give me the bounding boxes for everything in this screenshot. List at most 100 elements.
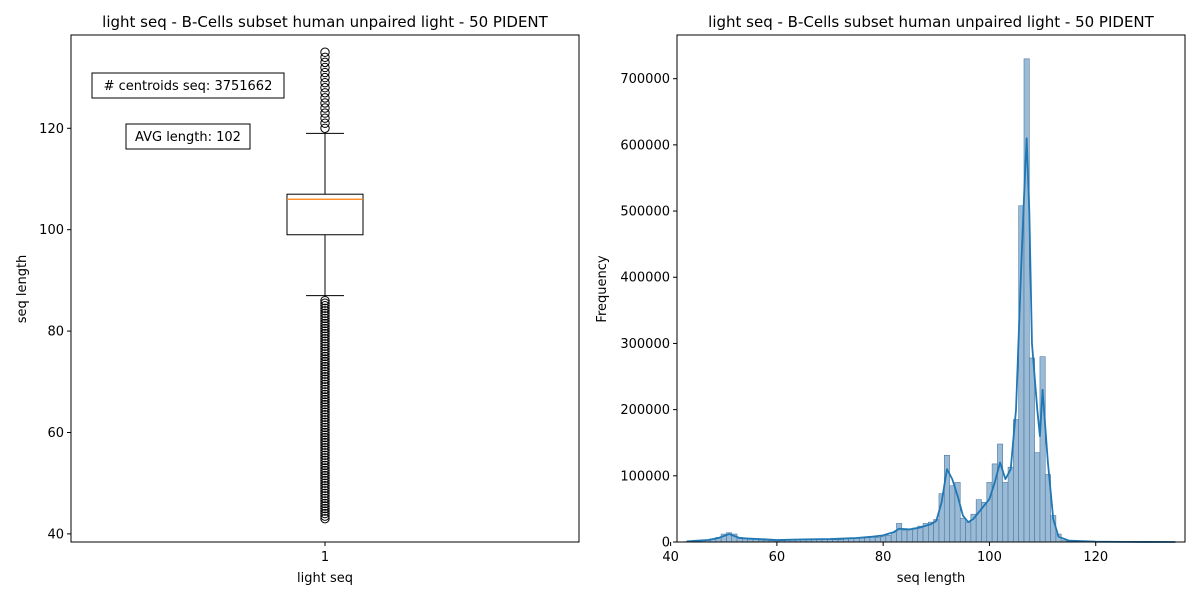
boxplot-outlier-high <box>320 67 330 78</box>
boxplot-outlier-low <box>320 455 330 466</box>
boxplot-outlier-low <box>320 465 330 476</box>
boxplot-plot-area <box>286 47 364 524</box>
histogram-bar <box>885 535 892 543</box>
boxplot-outlier-low <box>320 301 330 311</box>
boxplot-outlier-low <box>320 460 330 471</box>
annotation-centroids-text: # centroids seq: 3751662 <box>104 79 273 94</box>
boxplot-outlier-low <box>320 356 330 367</box>
boxplot-outlier-low <box>320 450 330 461</box>
histogram-y-tick-label: 500000 <box>620 205 670 220</box>
boxplot-y-tick-label: 120 <box>39 122 64 137</box>
boxplot-outlier-high <box>320 108 330 118</box>
boxplot-outlier-low <box>320 331 330 341</box>
histogram-bar <box>1039 356 1046 543</box>
boxplot-y-tick-label: 80 <box>47 325 64 340</box>
boxplot-outlier-high <box>320 88 330 98</box>
histogram-axes-frame <box>676 34 1186 543</box>
boxplot-outlier-low <box>320 402 330 412</box>
boxplot-outlier-high <box>320 123 330 133</box>
boxplot-outlier-low <box>320 493 330 504</box>
histogram-bar <box>1002 482 1009 543</box>
boxplot-outlier-high <box>320 98 330 108</box>
boxplot-outlier-low <box>320 349 330 359</box>
boxplot-outlier-low <box>320 382 330 392</box>
histogram-x-ticks: 40 60 80 100 120 <box>662 542 1108 565</box>
boxplot-outlier-low <box>320 359 330 369</box>
boxplot-box <box>286 193 364 236</box>
boxplot-outlier-high <box>320 118 330 128</box>
boxplot-outlier-low <box>320 417 330 428</box>
boxplot-outlier-low <box>320 344 330 354</box>
histogram-kde-line <box>686 137 1176 543</box>
histogram-x-tick-label: 80 <box>875 550 892 565</box>
boxplot-outlier-low <box>320 318 330 329</box>
boxplot-outlier-low <box>320 308 330 319</box>
boxplot-outlier-low <box>320 410 330 420</box>
boxplot-outlier-low <box>320 374 330 384</box>
histogram-bar <box>1034 452 1041 543</box>
boxplot-y-tick-label: 40 <box>47 527 64 542</box>
boxplot-outlier-low <box>320 496 330 506</box>
boxplot-outlier-low <box>320 399 330 410</box>
histogram-y-tick-label: 200000 <box>620 403 670 418</box>
boxplot-x-tick-label: 1 <box>321 550 329 565</box>
histogram-bar <box>880 536 887 543</box>
boxplot-outlier-high <box>320 93 330 103</box>
boxplot-outlier-low <box>320 346 330 357</box>
histogram-bar <box>997 443 1004 543</box>
histogram-bar <box>896 523 903 543</box>
histogram-x-tick-label: 40 <box>662 550 679 565</box>
boxplot-outlier-low <box>320 298 330 308</box>
histogram-bar <box>1007 466 1014 543</box>
boxplot-outlier-high <box>320 77 330 88</box>
histogram-y-tick-label: 700000 <box>620 72 670 87</box>
histogram-bar <box>1029 357 1035 543</box>
boxplot-outlier-high <box>320 83 330 93</box>
boxplot-outlier-low <box>320 501 330 511</box>
boxplot-outlier-low <box>320 478 330 488</box>
boxplot-outlier-low <box>320 513 330 524</box>
boxplot-outlier-low <box>320 481 330 491</box>
boxplot-outlier-low <box>320 448 330 458</box>
annotation-centroids-box <box>91 72 285 99</box>
boxplot-outlier-low <box>320 377 330 387</box>
boxplot-outlier-low <box>320 498 330 509</box>
boxplot-x-axis-label: light seq <box>297 571 353 586</box>
boxplot-y-axis-label: seq length <box>15 255 30 324</box>
histogram-bar <box>959 517 966 543</box>
boxplot-outlier-low <box>320 369 330 379</box>
boxplot-outlier-low <box>320 354 330 364</box>
boxplot-outlier-low <box>320 427 330 438</box>
boxplot-outlier-low <box>320 379 330 390</box>
boxplot-outlier-low <box>320 445 330 455</box>
boxplot-outlier-low <box>320 389 330 400</box>
boxplot-outlier-low <box>320 453 330 463</box>
boxplot-outlier-low <box>320 394 330 405</box>
annotation-avg-length-text: AVG length: 102 <box>135 130 241 145</box>
boxplot-outlier-low <box>320 295 330 306</box>
boxplot-outlier-low <box>320 366 330 377</box>
boxplot-outlier-low <box>320 364 330 374</box>
boxplot-title: light seq - B-Cells subset human unpaire… <box>102 13 548 31</box>
histogram-y-tick-label: 400000 <box>620 271 670 286</box>
boxplot-outlier-low <box>320 435 330 445</box>
boxplot-outlier-high <box>320 72 330 83</box>
histogram-y-tick-label: 0 <box>662 536 670 551</box>
histogram-bar <box>1023 58 1030 543</box>
histogram-bar <box>912 527 919 543</box>
histogram-bar <box>975 499 982 543</box>
boxplot-outlier-low <box>320 442 330 453</box>
histogram-x-tick-label: 120 <box>1083 550 1108 565</box>
boxplot-y-ticks: 40 60 80 100 120 <box>39 122 71 542</box>
boxplot-outlier-low <box>320 508 330 519</box>
histogram-bar <box>901 529 908 543</box>
boxplot-outlier-low <box>320 483 330 493</box>
histogram-bar <box>874 537 881 543</box>
boxplot-outlier-low <box>320 387 330 397</box>
boxplot-y-tick-label: 60 <box>47 426 64 441</box>
histogram-y-axis-label: Frequency <box>595 255 610 322</box>
boxplot-outlier-low <box>320 339 330 349</box>
histogram-panel: light seq - B-Cells subset human unpaire… <box>595 13 1186 586</box>
boxplot-outlier-low <box>320 440 330 450</box>
